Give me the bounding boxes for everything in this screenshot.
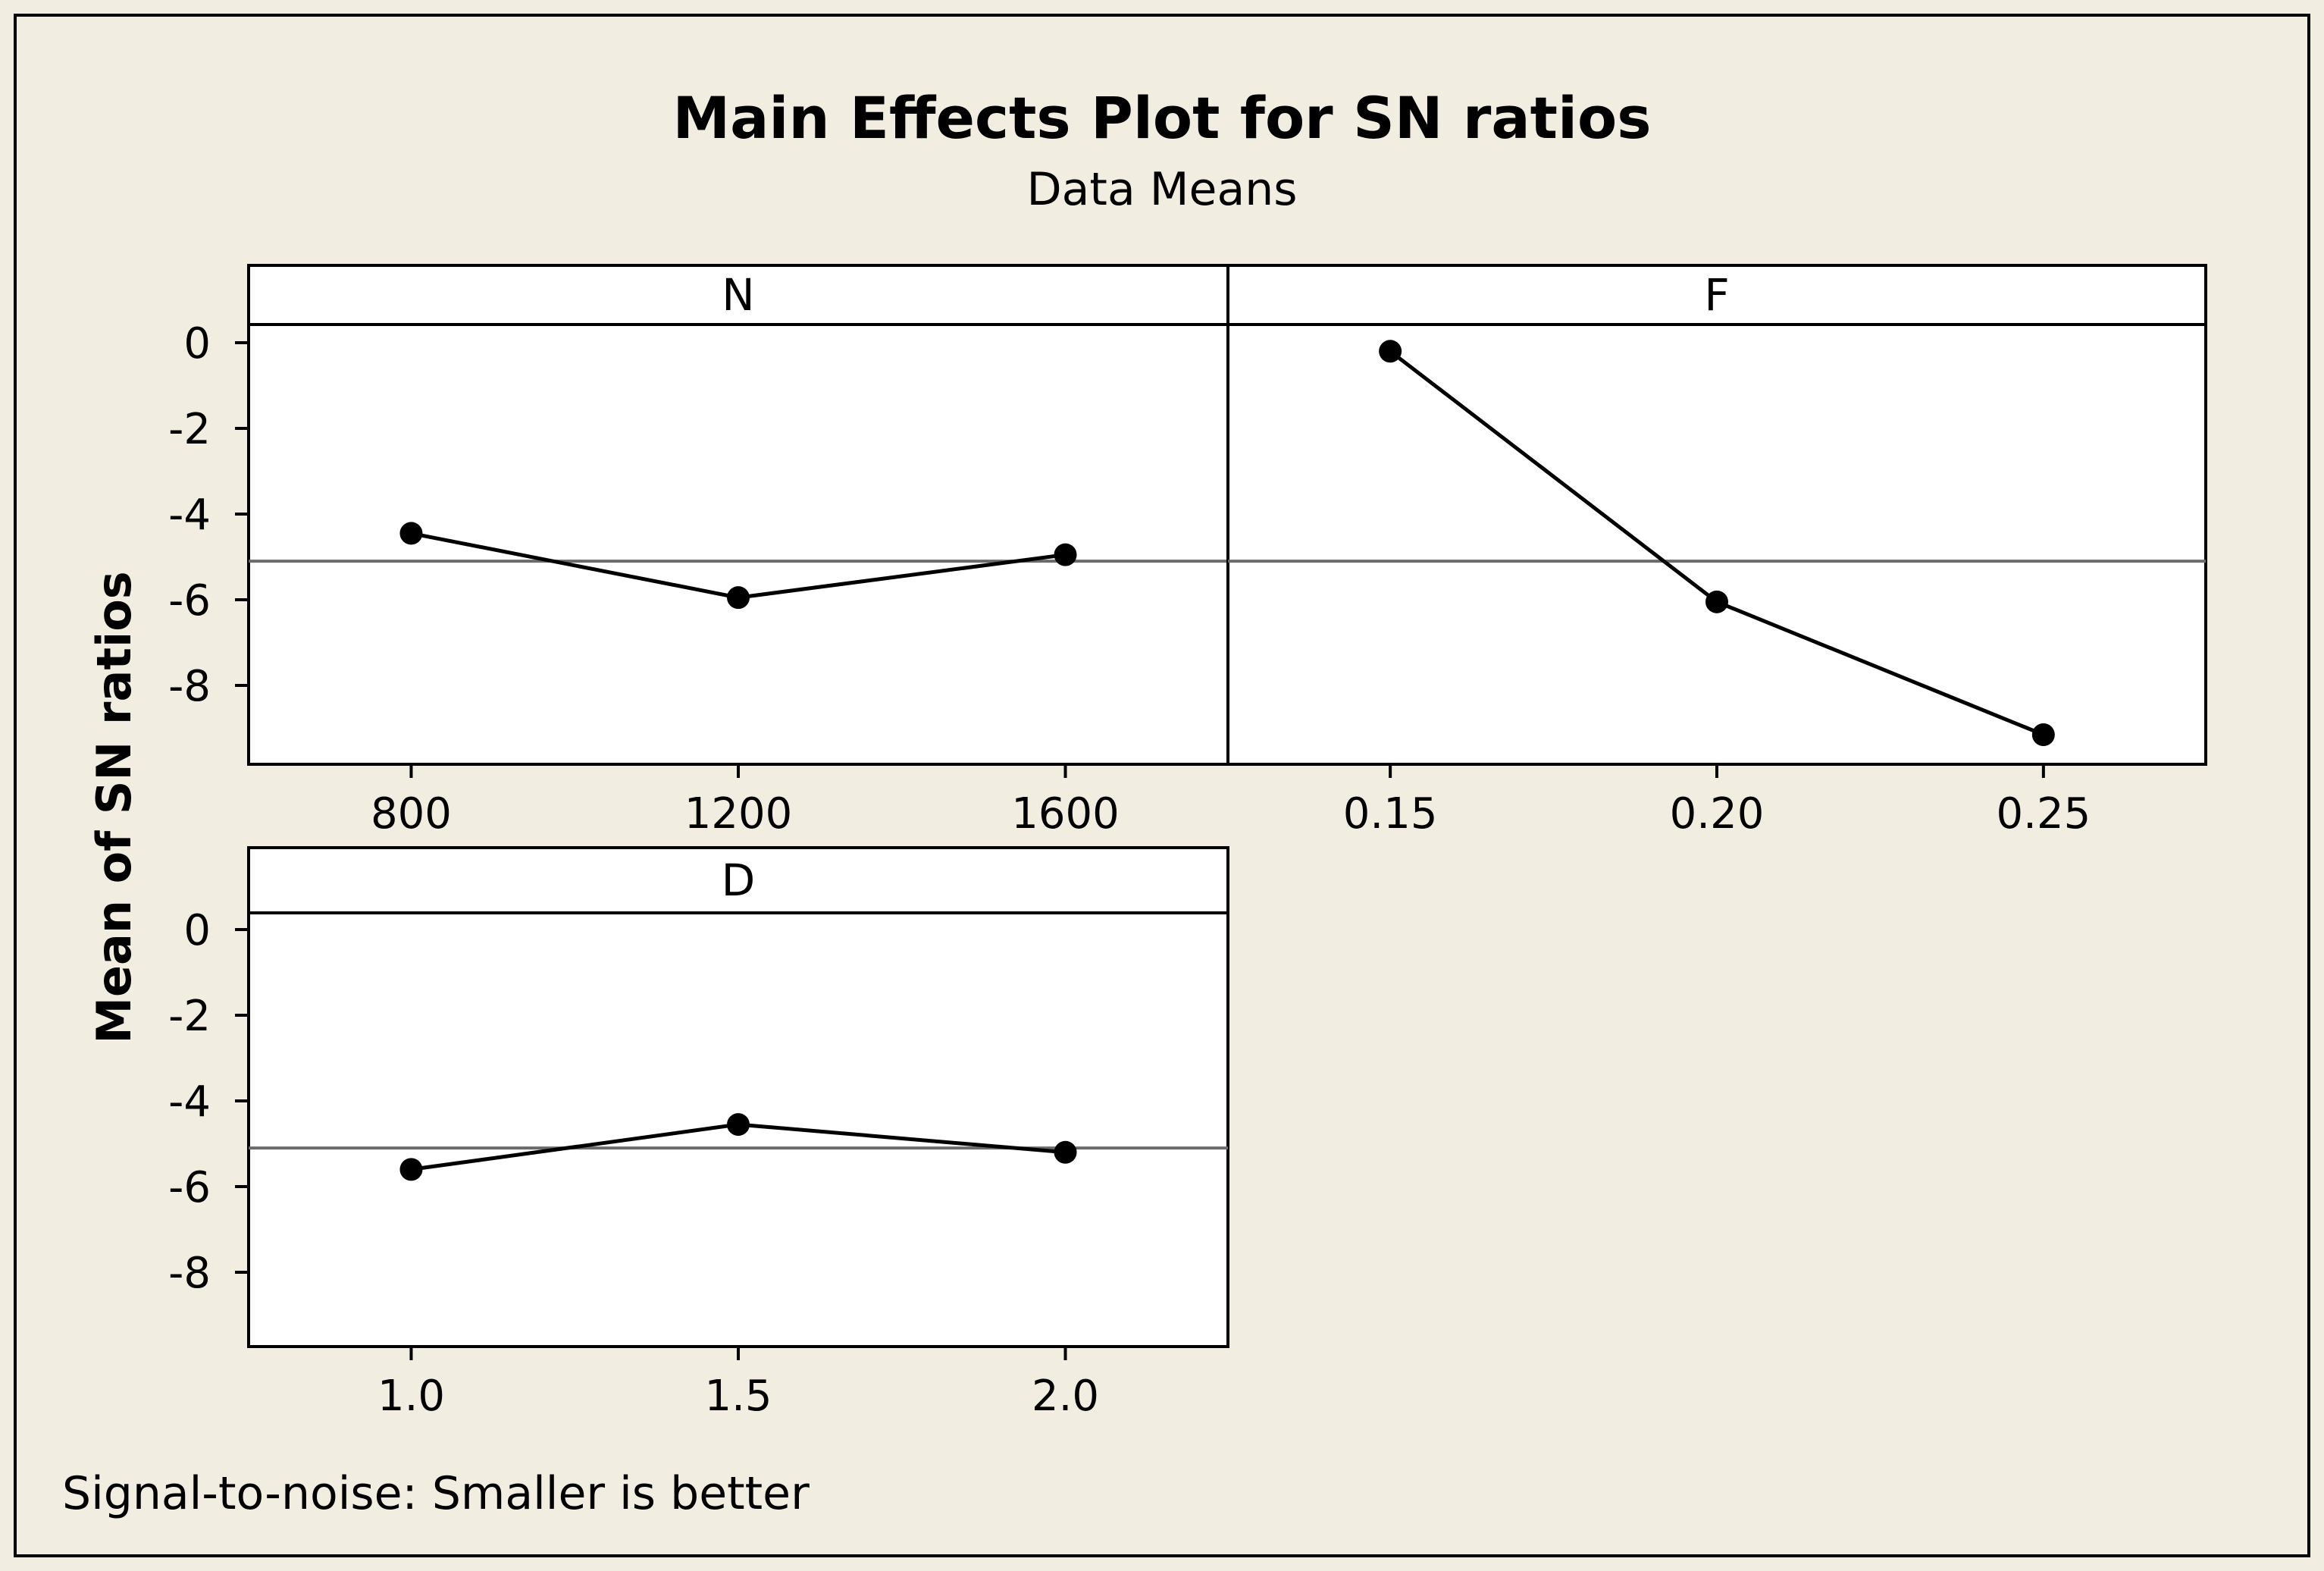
- panel-n: N 0 -2 -4 -6 -8 800 1200 1600: [168, 264, 1229, 839]
- panel-d-y-tick-label: -4: [168, 1077, 211, 1127]
- panel-n-data-point: [727, 586, 750, 610]
- panel-d-data-point: [727, 1113, 750, 1137]
- panel-n-x-tick-label: 1600: [1011, 789, 1120, 839]
- panel-n-y-tick-label: 0: [183, 319, 211, 368]
- panel-n-y-tick-label: -6: [168, 576, 211, 626]
- outer-frame: [14, 14, 2310, 1557]
- panel-d-data-point: [1054, 1140, 1077, 1164]
- panel-f-x-tick-label: 0.15: [1343, 789, 1438, 839]
- panel-n-y-tick-label: -4: [168, 491, 211, 540]
- panel-d-data-point: [399, 1158, 423, 1181]
- panel-d-y-tick-label: 0: [183, 906, 211, 955]
- panel-n-x-tick-label: 1200: [684, 789, 793, 839]
- panel-f: F 0.15 0.20 0.25: [1226, 264, 2207, 839]
- panel-d: D 0 -2 -4 -6 -8 1.0 1.5 2.0: [168, 846, 1229, 1421]
- panel-d-x-tick-label: 1.0: [377, 1372, 445, 1421]
- footnote: Signal-to-noise: Smaller is better: [62, 1467, 810, 1520]
- panel-d-x-tick-label: 1.5: [704, 1372, 772, 1421]
- panel-d-x-tick-label: 2.0: [1032, 1372, 1099, 1421]
- panel-n-x-tick-label: 800: [371, 789, 452, 839]
- panel-n-y-tick-label: -2: [168, 405, 211, 454]
- panel-n-y-tick-label: -8: [168, 662, 211, 711]
- panel-d-y-tick-label: -2: [168, 992, 211, 1041]
- panel-n-header-label: N: [722, 269, 754, 321]
- panel-d-y-tick-label: -8: [168, 1249, 211, 1298]
- panel-d-header-label: D: [722, 854, 756, 906]
- panel-f-x-tick-label: 0.20: [1670, 789, 1765, 839]
- panel-d-frame: [247, 846, 1229, 1348]
- panel-f-data-point: [2031, 723, 2055, 746]
- chart-subtitle: Data Means: [1026, 163, 1297, 216]
- panel-f-data-point: [1379, 340, 1402, 363]
- chart-title: Main Effects Plot for SN ratios: [673, 84, 1652, 152]
- panel-f-frame: [1226, 264, 2207, 766]
- panel-f-data-point: [1705, 590, 1728, 613]
- panel-n-frame: [247, 264, 1229, 766]
- y-axis-label: Mean of SN ratios: [86, 571, 142, 1043]
- panel-f-header-label: F: [1704, 269, 1729, 321]
- panels-group: N 0 -2 -4 -6 -8 800 1200 1600 F 0.15 0.20 0.25 D 0 -2 -4…: [168, 264, 2207, 1421]
- panel-f-x-tick-label: 0.25: [1997, 789, 2091, 839]
- panel-n-data-point: [399, 522, 423, 545]
- panel-d-y-tick-label: -6: [168, 1163, 211, 1212]
- panel-n-data-point: [1054, 543, 1077, 566]
